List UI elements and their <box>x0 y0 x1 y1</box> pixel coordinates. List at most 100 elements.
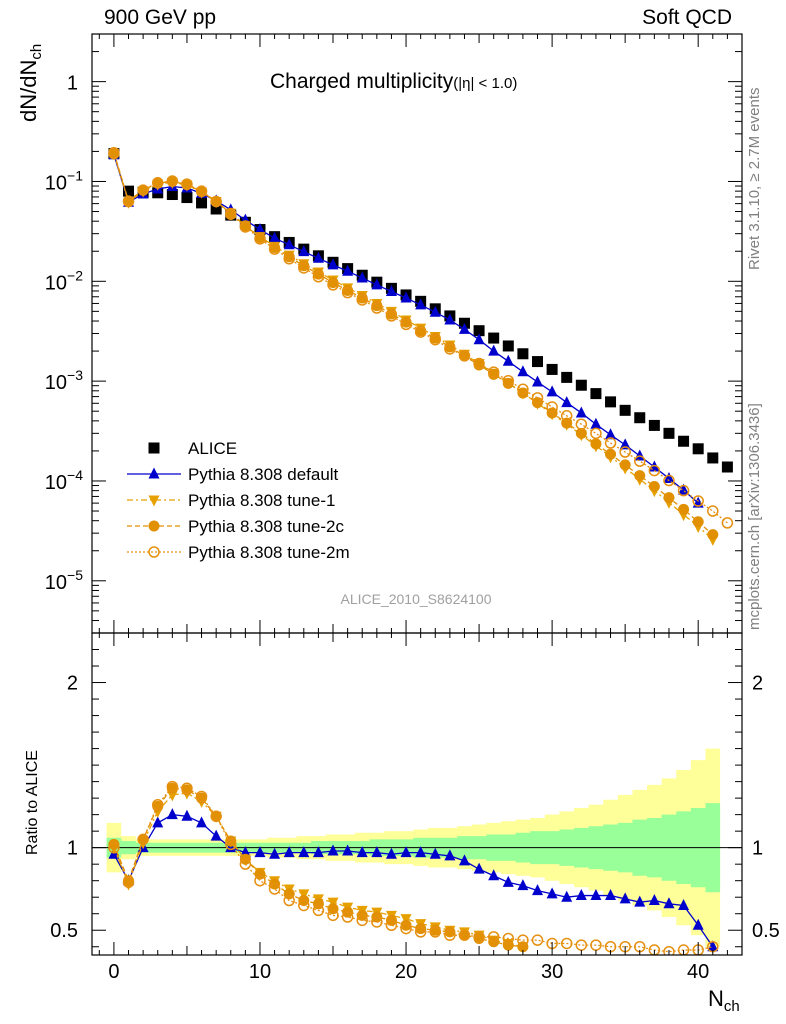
main-pythia-8-308-default-point <box>590 417 602 429</box>
ratio-pythia-8-308-tune-2m-point <box>517 934 529 946</box>
main-pythia-8-308-default-point <box>269 231 281 243</box>
ratio-pythia-8-308-tune-2m-point <box>195 790 208 803</box>
ratio-pythia-8-308-default-point <box>532 884 544 896</box>
main-pythia-8-308-default-point <box>371 278 383 290</box>
main-pythia-8-308-tune-2c-point <box>502 377 514 389</box>
header-right: Soft QCD <box>642 6 732 29</box>
legend-pythia-8-308-tune-2c-label: Pythia 8.308 tune-2c <box>188 517 344 536</box>
ratio-pythia-8-308-default-point <box>473 862 485 874</box>
main-pythia-8-308-tune-2m-point <box>429 333 442 346</box>
main-y-tick-label: 10−4 <box>45 467 83 494</box>
ratio-pythia-8-308-tune-2m-point <box>444 929 456 941</box>
ratio-pythia-8-308-tune-2m-point <box>181 782 193 794</box>
main-pythia-8-308-tune-2m-point <box>268 243 281 255</box>
main-pythia-8-308-tune-2m-point <box>502 374 515 387</box>
main-pythia-8-308-default-point <box>342 264 354 276</box>
main-alice-point <box>619 404 631 416</box>
main-alice-point <box>678 435 690 447</box>
ratio-pythia-8-308-tune-1-point <box>400 914 412 926</box>
main-pythia-8-308-tune-2c-point <box>619 459 631 471</box>
main-pythia-8-308-tune-2c-point <box>663 492 675 504</box>
ratio-pythia-8-308-tune-2c-point <box>137 833 149 845</box>
ratio-pythia-8-308-default-point <box>648 894 660 906</box>
ratio-pythia-8-308-default-point <box>254 846 266 858</box>
ratio-pythia-8-308-tune-2c-point <box>108 838 120 850</box>
ratio-pythia-8-308-tune-2m-point <box>268 883 281 895</box>
main-alice-point <box>721 461 733 473</box>
ratio-y-axis-label: Ratio to ALICE <box>24 750 41 855</box>
legend-pythia-8-308-default-label: Pythia 8.308 default <box>188 465 339 484</box>
ratio-pythia-8-308-tune-2m-point <box>122 876 135 889</box>
main-pythia-8-308-tune-2m-point <box>707 505 719 517</box>
main-y-tick-label: 10−3 <box>45 367 83 394</box>
main-pythia-8-308-tune-2m-point <box>473 357 485 370</box>
ratio-y-tick-label-left: 2 <box>67 673 78 695</box>
ratio-pythia-8-308-default-point <box>590 889 602 901</box>
ratio-pythia-8-308-default-point <box>575 889 587 901</box>
ratio-pythia-8-308-tune-2m-point <box>487 931 500 943</box>
main-pythia-8-308-tune-2m-point <box>677 484 690 497</box>
main-pythia-8-308-default-point <box>473 333 485 345</box>
ratio-pythia-8-308-default-point <box>444 849 456 861</box>
main-pythia-8-308-tune-2m-point <box>312 271 325 283</box>
main-pythia-8-308-default-point <box>546 385 558 397</box>
ratio-pythia-8-308-default-point <box>678 898 690 910</box>
main-pythia-8-308-tune-2c-point <box>605 448 617 460</box>
main-pythia-8-308-tune-2m-point <box>400 318 412 331</box>
main-alice-point <box>692 443 704 455</box>
main-alice-point <box>561 371 573 383</box>
ratio-pythia-8-308-default-point <box>400 846 412 858</box>
main-pythia-8-308-tune-2m-point <box>195 185 208 197</box>
main-pythia-8-308-tune-2c-point <box>648 481 660 493</box>
main-alice-point <box>488 332 500 344</box>
ratio-pythia-8-308-default-point <box>356 846 368 858</box>
main-pythia-8-308-tune-2m-point <box>560 410 573 422</box>
ratio-pythia-8-308-tune-2m-point <box>137 833 149 846</box>
main-alice-point <box>590 388 602 400</box>
ratio-pythia-8-308-default-point <box>210 829 222 841</box>
ratio-pythia-8-308-default-point <box>269 847 281 859</box>
main-pythia-8-308-tune-2c-point <box>546 407 558 419</box>
main-alice-point <box>546 363 558 375</box>
legend-pythia-8-308-default-marker <box>148 467 160 479</box>
main-alice-point <box>532 356 544 368</box>
main-pythia-8-308-tune-2c-point <box>181 179 193 191</box>
main-pythia-8-308-tune-2m-point <box>210 195 222 208</box>
ratio-pythia-8-308-tune-2m-point <box>312 904 325 917</box>
ratio-pythia-8-308-default-point <box>312 846 324 858</box>
main-pythia-8-308-default-point <box>254 223 266 235</box>
ratio-y-tick-label-left: 0.5 <box>50 920 78 942</box>
main-pythia-8-308-tune-2m-point <box>122 195 135 208</box>
ratio-pythia-8-308-default-point <box>152 816 164 828</box>
main-pythia-8-308-tune-2m-point <box>108 147 120 160</box>
ratio-pythia-8-308-tune-2m-point <box>677 944 690 955</box>
ratio-pythia-8-308-tune-2m-point <box>108 841 120 854</box>
ratio-pythia-8-308-tune-2m-point <box>151 798 164 811</box>
main-y-tick-label: 10−1 <box>45 167 83 194</box>
main-alice-point <box>196 197 208 209</box>
main-pythia-8-308-tune-2m-point <box>634 455 646 467</box>
ratio-pythia-8-308-tune-2m-point <box>239 858 252 870</box>
ratio-pythia-8-308-default-point <box>517 879 529 891</box>
main-pythia-8-308-tune-2m-point <box>327 279 339 291</box>
x-tick-label: 40 <box>687 961 709 983</box>
ratio-pythia-8-308-tune-2m-point <box>502 932 515 945</box>
ratio-pythia-8-308-tune-2m-point <box>385 919 398 932</box>
main-pythia-8-308-tune-2m-point <box>239 221 252 233</box>
ratio-y-tick-label-right: 0.5 <box>752 920 780 942</box>
x-axis-label: Nch <box>708 986 740 1015</box>
main-pythia-8-308-default-point <box>298 245 310 257</box>
main-pythia-8-308-tune-2m-point <box>283 253 295 265</box>
legend-alice-marker <box>148 442 160 454</box>
analysis-watermark: ALICE_2010_S8624100 <box>340 591 491 607</box>
main-alice-point <box>502 340 514 352</box>
main-pythia-8-308-tune-2m-point <box>151 177 164 189</box>
main-pythia-8-308-tune-2m-point <box>487 366 500 378</box>
main-pythia-8-308-default-point <box>619 438 631 450</box>
chart-title: Charged multiplicity(|η| < 1.0) <box>270 70 517 93</box>
ratio-pythia-8-308-default-point <box>327 844 339 856</box>
ratio-y-tick-label-right: 2 <box>752 673 763 695</box>
main-pythia-8-308-tune-2m-point <box>692 495 704 507</box>
ratio-pythia-8-308-tune-2m-line <box>113 785 713 953</box>
